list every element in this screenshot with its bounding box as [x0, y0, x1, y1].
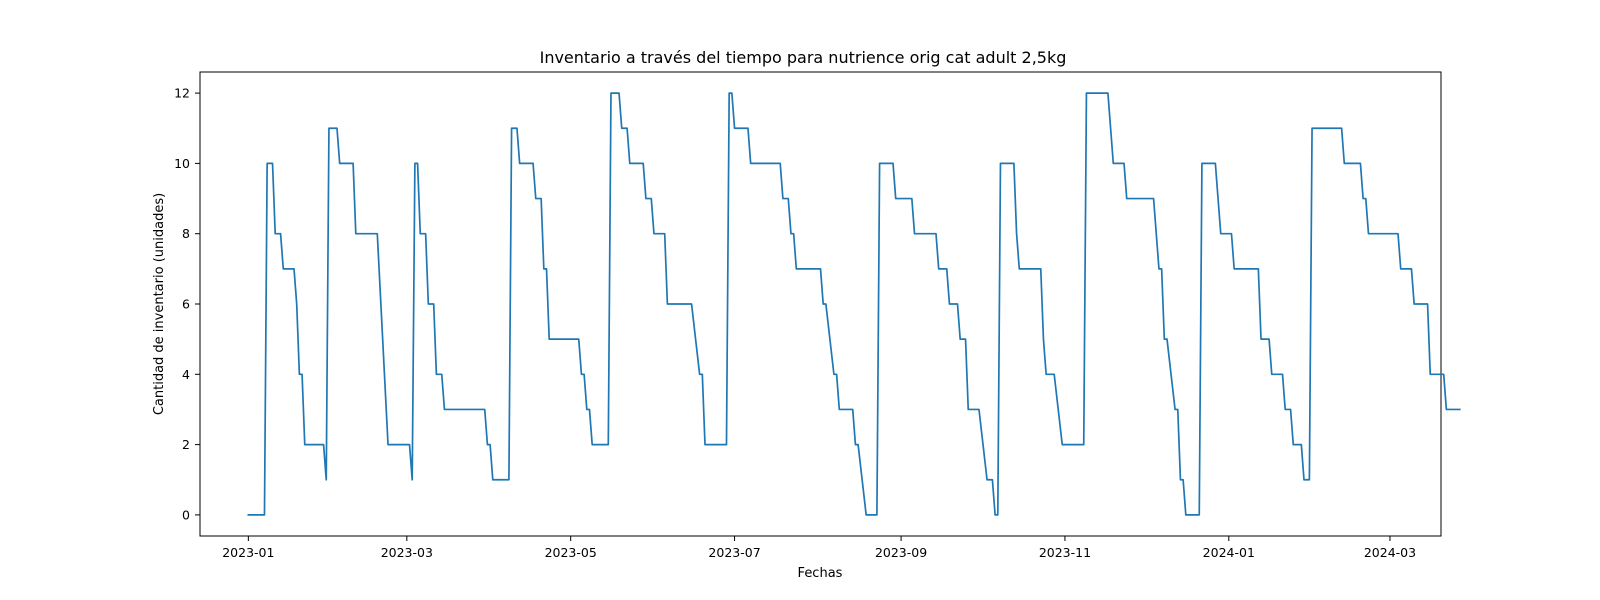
y-tick-label: 6	[182, 297, 190, 312]
x-tick-label: 2024-03	[1364, 545, 1416, 560]
x-tick-label: 2023-01	[222, 545, 274, 560]
inventory-series-line	[247, 92, 1461, 516]
y-tick-label: 12	[174, 86, 190, 101]
plot-area-frame	[199, 71, 1442, 537]
y-tick-label: 0	[182, 507, 190, 522]
x-tick-label: 2024-01	[1203, 545, 1255, 560]
x-axis: 2023-01 2023-03 2023-05 2023-07 2023-09 2023-…	[222, 536, 1416, 560]
chart-title: Inventario a través del tiempo para nutr…	[540, 48, 1067, 67]
x-tick-label: 2023-05	[545, 545, 597, 560]
x-tick-label: 2023-09	[875, 545, 927, 560]
y-tick-label: 8	[182, 226, 190, 241]
x-tick-label: 2023-03	[381, 545, 433, 560]
y-tick-label: 10	[174, 156, 190, 171]
x-tick-label: 2023-11	[1039, 545, 1091, 560]
y-tick-label: 2	[182, 437, 190, 452]
x-tick-label: 2023-07	[708, 545, 760, 560]
x-axis-label: Fechas	[798, 566, 843, 581]
y-axis: 0 2 4 6 8 10 12	[174, 86, 200, 522]
y-axis-label: Cantidad de inventario (unidades)	[152, 193, 167, 415]
y-tick-label: 4	[182, 367, 190, 382]
